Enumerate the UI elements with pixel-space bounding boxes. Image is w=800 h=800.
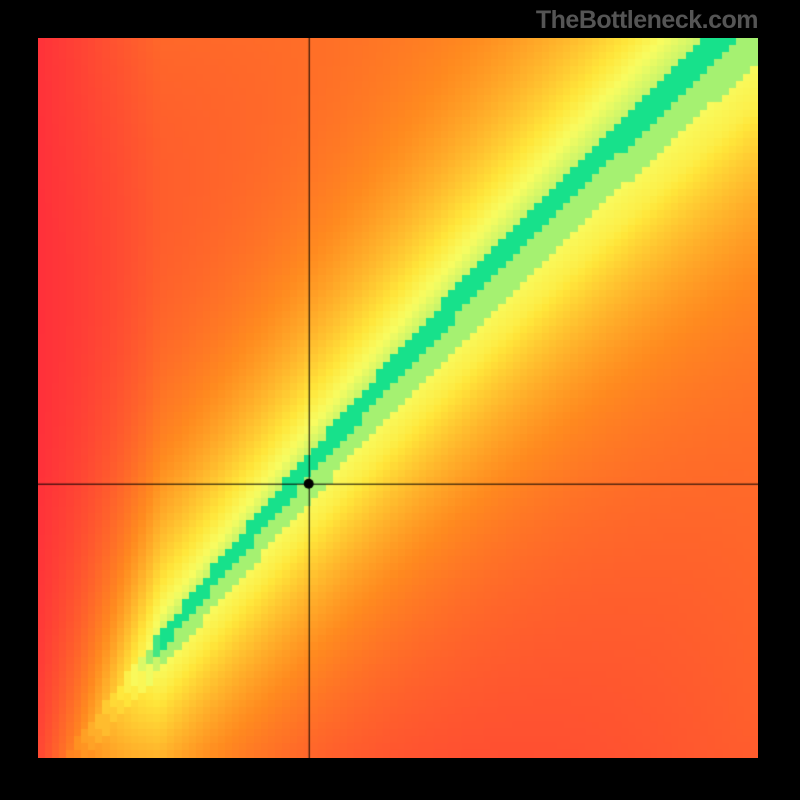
chart-container: TheBottleneck.com: [0, 0, 800, 800]
bottleneck-heatmap: [38, 38, 758, 758]
watermark-text: TheBottleneck.com: [536, 6, 758, 35]
